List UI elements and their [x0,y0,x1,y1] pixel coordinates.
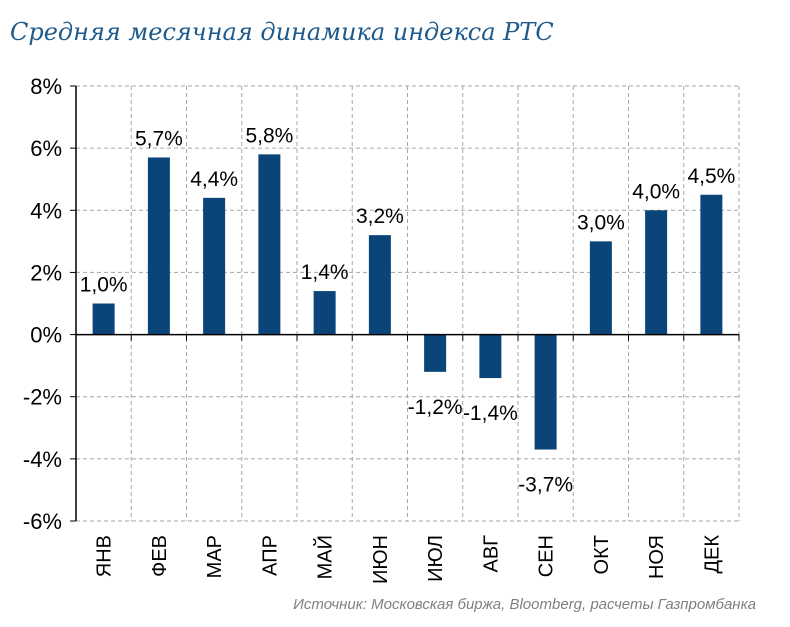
bar [258,154,281,335]
x-tick-label: АВГ [480,535,502,573]
x-tick-label: ДЕК [701,535,723,574]
y-tick-label: 6% [30,136,62,161]
y-tick-label: 0% [30,323,62,348]
y-tick-label: -6% [23,509,62,534]
data-label: 5,8% [245,124,293,147]
x-tick-label: ИЮН [370,535,392,584]
y-tick-label: 8% [30,74,62,99]
bar [534,334,557,450]
x-tick-label: ОКТ [591,535,613,574]
x-tick-label: МАЙ [313,535,337,579]
bar [645,210,668,335]
bar [203,197,226,335]
data-label: 3,0% [577,211,625,234]
bar [479,334,502,379]
data-label: -1,4% [463,402,518,425]
bar [368,235,391,335]
source-note: Источник: Московская биржа, Bloomberg, р… [293,596,756,613]
x-tick-label: НОЯ [646,535,668,579]
x-tick-label: МАР [204,535,226,578]
data-label: -3,7% [518,474,573,497]
x-tick-label: АПР [259,535,281,576]
y-tick-label: 4% [30,198,62,223]
y-tick-label: 2% [30,260,62,285]
bar [147,157,170,335]
bar [700,194,723,335]
x-tick-label: ЯНВ [94,535,116,577]
y-tick-label: -2% [23,385,62,410]
data-label: 5,7% [135,127,183,150]
data-label: 4,4% [190,168,238,191]
data-label: 1,0% [80,274,128,297]
bar [589,241,612,335]
data-label: 1,4% [301,261,349,284]
data-label: 3,2% [356,205,404,228]
x-tick-label: ФЕВ [149,535,171,577]
x-tick-label: СЕН [536,535,558,577]
bar [424,334,447,372]
x-tick-label: ИЮЛ [425,535,447,582]
data-label: -1,2% [408,396,463,419]
data-label: 4,5% [687,165,735,188]
chart-title: Средняя месячная динамика индекса РТС [10,18,554,46]
bar [313,291,336,335]
bar [92,303,115,335]
y-tick-label: -4% [23,447,62,472]
data-label: 4,0% [632,180,680,203]
